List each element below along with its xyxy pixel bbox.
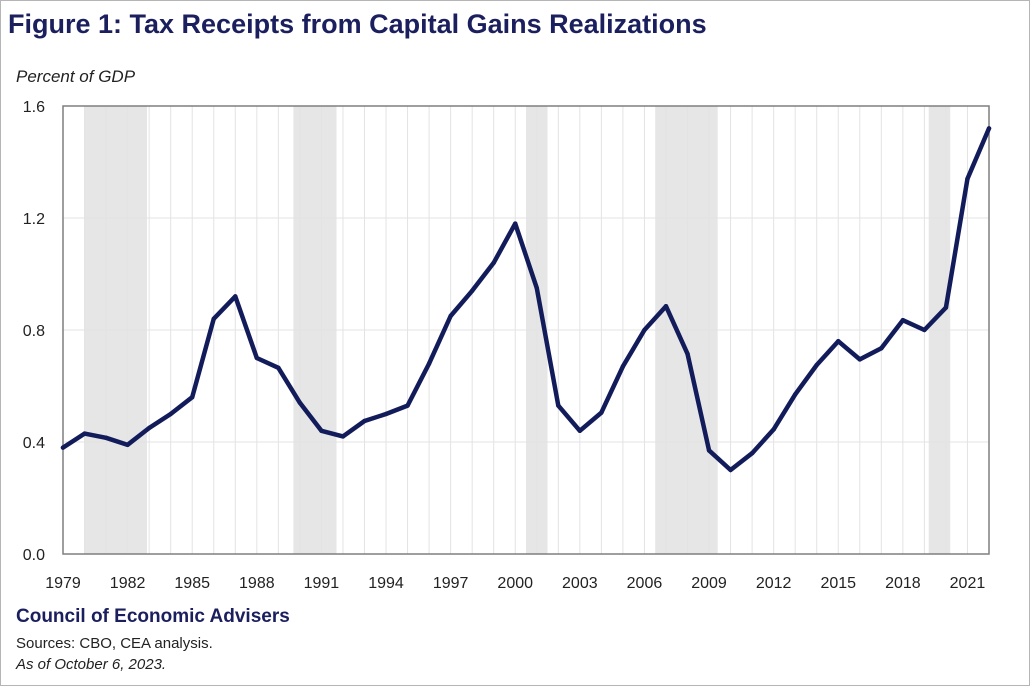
data-point bbox=[60, 445, 66, 450]
x-tick-label: 2021 bbox=[950, 575, 986, 592]
y-axis-label: Percent of GDP bbox=[16, 67, 136, 86]
x-tick-label: 1985 bbox=[174, 575, 210, 592]
data-point bbox=[728, 467, 733, 473]
x-tick-label: 1994 bbox=[368, 575, 404, 592]
data-point bbox=[448, 313, 453, 319]
data-point bbox=[276, 365, 281, 370]
data-point bbox=[965, 176, 970, 181]
x-tick-label: 2009 bbox=[691, 575, 727, 592]
data-point bbox=[857, 357, 862, 362]
x-tick-label: 2012 bbox=[756, 575, 792, 592]
data-point bbox=[836, 339, 841, 344]
series-layer bbox=[60, 126, 992, 473]
data-point bbox=[771, 427, 776, 432]
data-point bbox=[469, 288, 475, 293]
y-tick-label: 0.0 bbox=[23, 547, 45, 564]
source-organization: Council of Economic Advisers bbox=[16, 606, 290, 627]
data-point bbox=[986, 126, 992, 131]
data-point bbox=[190, 395, 195, 400]
data-point bbox=[362, 418, 367, 424]
data-point bbox=[706, 448, 712, 453]
data-point bbox=[491, 260, 496, 265]
data-point bbox=[254, 355, 260, 361]
data-point bbox=[556, 403, 561, 408]
data-point bbox=[513, 221, 518, 226]
data-point bbox=[340, 434, 346, 439]
x-tick-label: 2000 bbox=[497, 575, 533, 592]
data-point bbox=[599, 410, 604, 415]
data-point bbox=[405, 403, 410, 408]
data-point bbox=[168, 411, 173, 417]
x-tick-label: 1997 bbox=[433, 575, 469, 592]
data-point bbox=[879, 346, 884, 351]
y-axis-ticks: 0.0 0.4 0.8 1.2 1.6 bbox=[23, 99, 45, 564]
data-point bbox=[319, 428, 324, 433]
x-tick-label: 1988 bbox=[239, 575, 275, 592]
y-tick-label: 1.2 bbox=[23, 211, 45, 228]
data-point bbox=[103, 435, 109, 440]
data-point bbox=[642, 327, 647, 333]
data-point bbox=[814, 362, 819, 368]
data-point bbox=[943, 305, 949, 310]
x-tick-label: 1979 bbox=[45, 575, 81, 592]
data-point bbox=[146, 425, 152, 431]
data-point bbox=[426, 361, 432, 366]
data-point bbox=[297, 400, 303, 405]
y-tick-label: 0.4 bbox=[23, 435, 45, 452]
data-point bbox=[577, 428, 583, 433]
data-point bbox=[792, 392, 798, 397]
data-point bbox=[922, 327, 927, 333]
data-point bbox=[620, 364, 626, 369]
data-point bbox=[125, 442, 130, 447]
x-tick-label: 1982 bbox=[110, 575, 146, 592]
plot-area bbox=[62, 105, 990, 555]
chart-title: Figure 1: Tax Receipts from Capital Gain… bbox=[8, 9, 707, 39]
y-tick-label: 1.6 bbox=[23, 99, 45, 116]
data-point bbox=[663, 304, 669, 309]
plot-border bbox=[62, 105, 990, 555]
x-tick-label: 2006 bbox=[627, 575, 663, 592]
data-point bbox=[233, 294, 238, 299]
x-tick-label: 1991 bbox=[304, 575, 340, 592]
data-point bbox=[900, 318, 906, 323]
data-point bbox=[534, 285, 539, 291]
data-point bbox=[211, 316, 216, 321]
sources-note: Sources: CBO, CEA analysis. bbox=[16, 635, 213, 652]
data-point bbox=[82, 431, 87, 436]
x-axis-ticks: 1979 1982 1985 1988 1991 1994 1997 2000 2003 2006… bbox=[45, 575, 985, 592]
date-note: As of October 6, 2023. bbox=[16, 656, 167, 673]
data-point bbox=[749, 451, 755, 456]
x-tick-label: 2015 bbox=[820, 575, 856, 592]
series-line-0 bbox=[60, 126, 992, 473]
y-tick-label: 0.8 bbox=[23, 323, 45, 340]
x-tick-label: 2003 bbox=[562, 575, 598, 592]
x-tick-label: 2018 bbox=[885, 575, 921, 592]
data-point bbox=[383, 411, 389, 417]
data-point bbox=[685, 351, 690, 356]
